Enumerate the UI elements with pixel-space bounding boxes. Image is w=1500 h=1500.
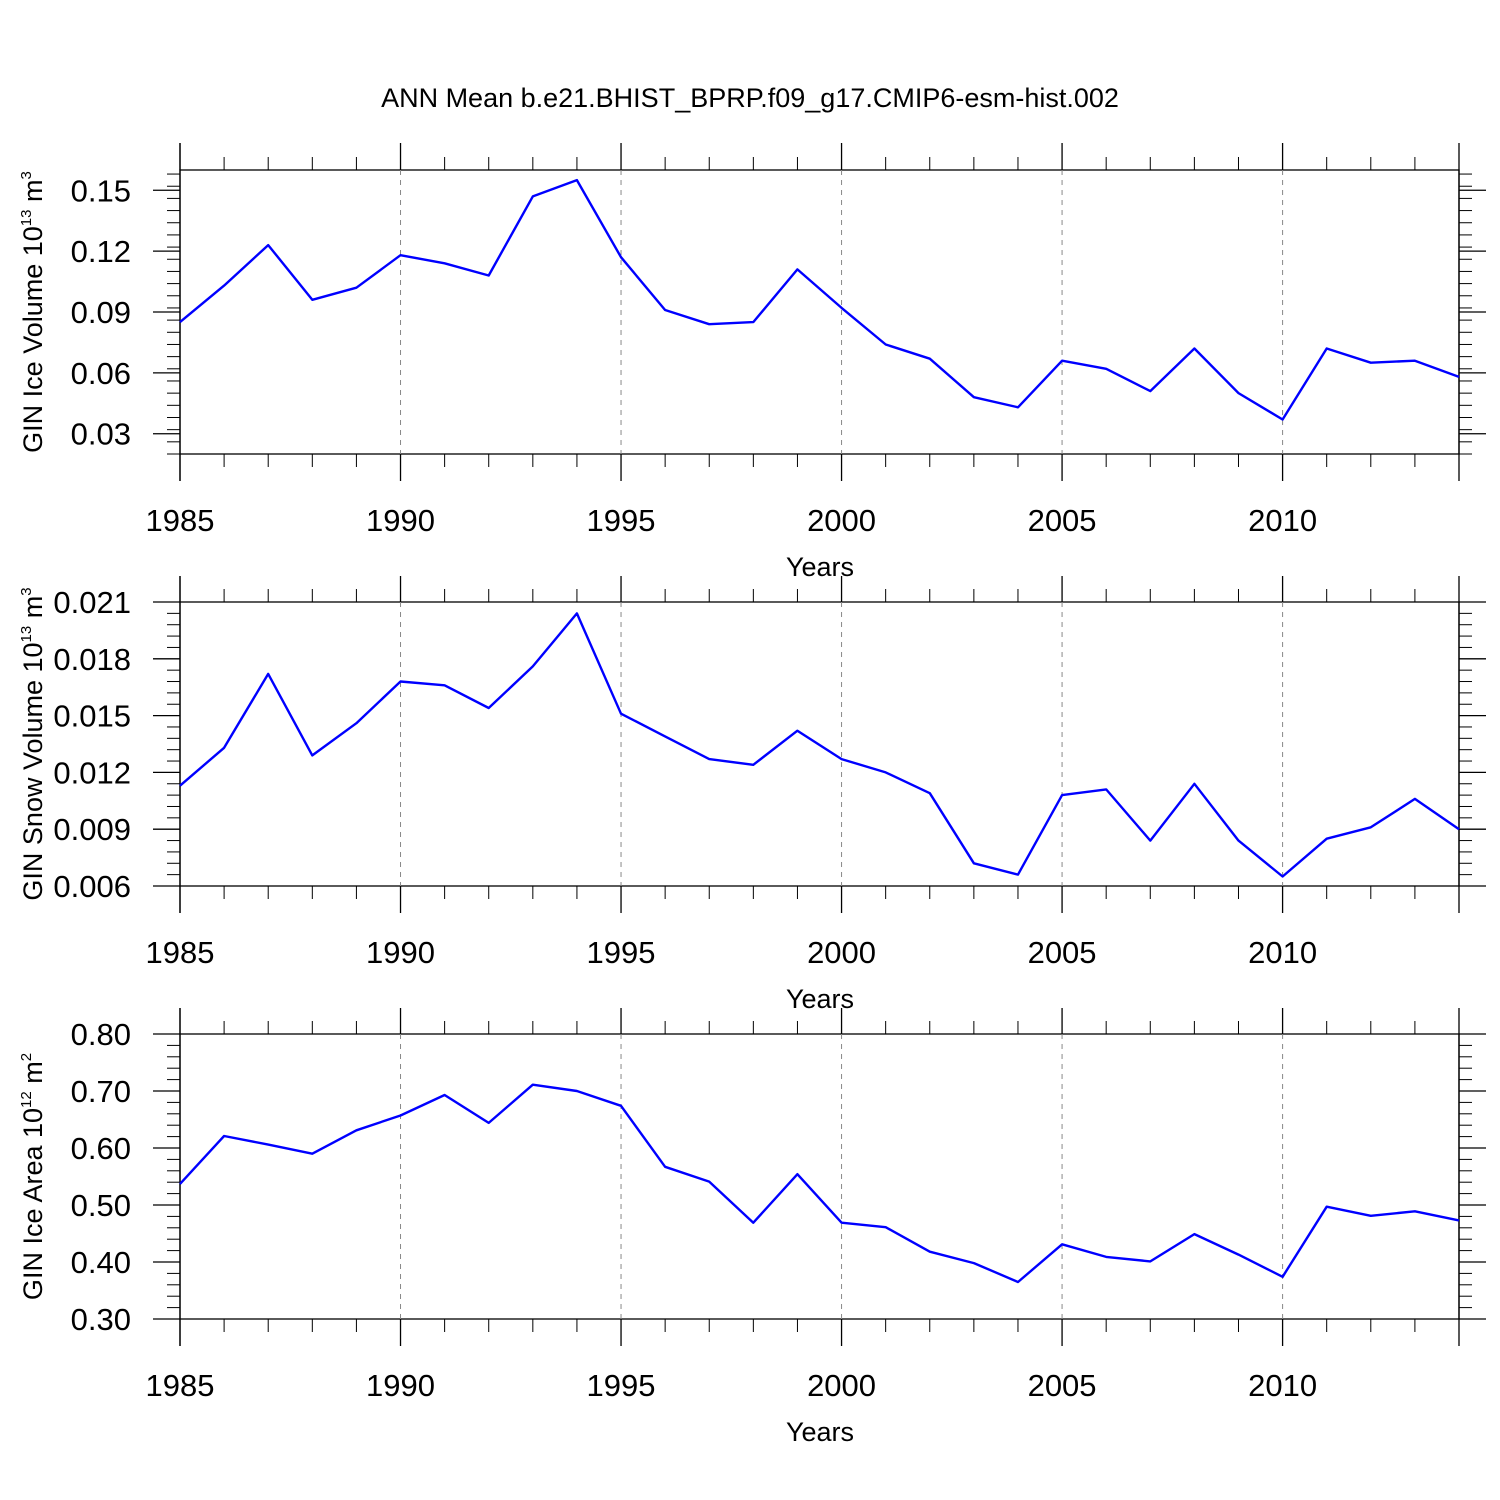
x-tick-label: 2000: [807, 935, 876, 970]
y-tick-label: 0.12: [71, 234, 131, 269]
plot-frame: [179, 1033, 1460, 1320]
y-tick-label: 0.015: [53, 699, 131, 734]
y-axis-title-exp: 12: [18, 1091, 35, 1108]
y-tick-label: 0.018: [53, 642, 131, 677]
x-tick-label: 2005: [1028, 503, 1097, 538]
y-tick-label: 0.30: [71, 1302, 131, 1337]
y-axis-title-unit: m: [18, 180, 48, 210]
y-axis-title-main: GIN Ice Area 10: [18, 1108, 48, 1300]
y-tick-label: 0.09: [71, 295, 131, 330]
x-tick-label: 2010: [1248, 935, 1317, 970]
y-tick-label: 0.03: [71, 417, 131, 452]
y-axis-title-unit-exp: 3: [18, 587, 35, 595]
y-tick-label: 0.06: [71, 356, 131, 391]
y-axis-title-unit-exp: 2: [18, 1053, 35, 1061]
y-axis-title-exp: 13: [18, 626, 35, 643]
y-tick-label: 0.15: [71, 173, 131, 208]
y-axis-title-exp: 13: [18, 210, 35, 227]
y-axis-title: GIN Ice Area 1012 m2: [18, 1053, 48, 1300]
panel-3: 1985 1990 1995 2000 2005 2010 0.30 0.40 0.50 0.60…: [18, 1008, 1486, 1447]
x-axis-title: Years: [786, 552, 854, 582]
x-axis-title: Years: [786, 984, 854, 1014]
y-tick-label: 0.009: [53, 812, 131, 847]
panel-1: 1985 1990 1995 2000 2005 2010 0.03 0.06 0.09 0.12…: [18, 143, 1486, 582]
figure-title: ANN Mean b.e21.BHIST_BPRP.f09_g17.CMIP6-…: [381, 83, 1119, 113]
y-tick-label: 0.006: [53, 869, 131, 904]
y-axis-title: GIN Snow Volume 1013 m3: [18, 587, 48, 900]
x-tick-label: 2005: [1028, 1368, 1097, 1403]
x-tick-label: 1990: [366, 935, 435, 970]
y-tick-label: 0.60: [71, 1131, 131, 1166]
x-tick-label: 2005: [1028, 935, 1097, 970]
x-tick-label: 2000: [807, 503, 876, 538]
x-tick-label: 1990: [366, 1368, 435, 1403]
series-line: [179, 612, 1460, 878]
panel-2: 1985 1990 1995 2000 2005 2010 0.006 0.009 0.012 0…: [18, 576, 1486, 1014]
x-tick-label: 1995: [587, 1368, 656, 1403]
y-tick-label: 0.80: [71, 1017, 131, 1052]
x-tick-label: 1985: [146, 503, 215, 538]
y-tick-label: 0.021: [53, 585, 131, 620]
x-tick-label: 1995: [587, 503, 656, 538]
y-axis-title-main: GIN Snow Volume 10: [18, 642, 48, 900]
y-tick-label: 0.70: [71, 1074, 131, 1109]
x-tick-label: 1985: [146, 935, 215, 970]
panels: 1985 1990 1995 2000 2005 2010 0.03 0.06 0.09 0.12…: [18, 143, 1486, 1447]
y-axis-title-unit: m: [18, 596, 48, 626]
y-tick-label: 0.50: [71, 1188, 131, 1223]
y-tick-label: 0.012: [53, 755, 131, 790]
series-line: [179, 178, 1460, 421]
x-tick-label: 1985: [146, 1368, 215, 1403]
x-axis-title: Years: [786, 1417, 854, 1447]
x-tick-label: 1995: [587, 935, 656, 970]
x-tick-label: 1990: [366, 503, 435, 538]
series-line: [179, 1083, 1460, 1284]
y-tick-label: 0.40: [71, 1245, 131, 1280]
x-tick-label: 2000: [807, 1368, 876, 1403]
y-axis-title-unit: m: [18, 1061, 48, 1091]
y-axis-title-main: GIN Ice Volume 10: [18, 226, 48, 453]
x-tick-label: 2010: [1248, 1368, 1317, 1403]
y-axis-title: GIN Ice Volume 1013 m3: [18, 171, 48, 453]
x-tick-label: 2010: [1248, 503, 1317, 538]
y-axis-title-unit-exp: 3: [18, 171, 35, 179]
